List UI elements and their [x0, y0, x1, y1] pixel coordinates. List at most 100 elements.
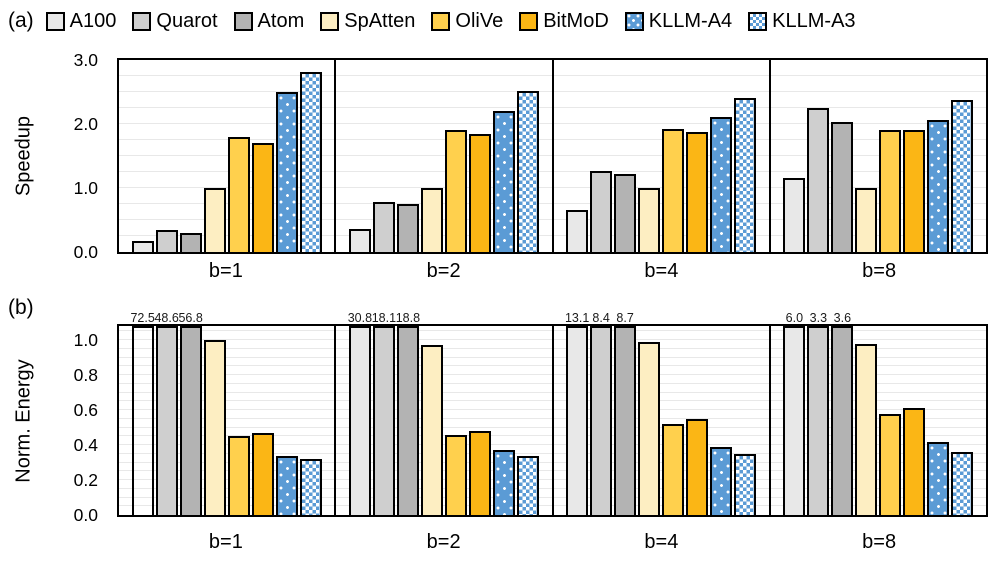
gridline — [770, 235, 986, 236]
legend: (a) A100 Quarot Atom SpAtten OliVe BitMoD KLLM… — [8, 6, 856, 36]
bar-group — [336, 91, 551, 252]
gridline — [770, 409, 986, 410]
y-tick-label: 3.0 — [73, 50, 98, 70]
gridline — [336, 139, 552, 140]
gridline — [119, 417, 335, 419]
chart-panel-b=1 — [117, 58, 337, 254]
gridline — [119, 409, 335, 410]
bar-kllm-a3 — [734, 453, 757, 515]
bar-quarot: 48.6 — [154, 311, 179, 515]
legend-swatch-icon — [431, 11, 451, 31]
gridline — [119, 123, 335, 124]
y-tick-label: 0.4 — [73, 435, 98, 455]
gridline — [770, 75, 986, 76]
speedup-plot-area — [117, 58, 988, 254]
legend-item-spatten: SpAtten — [320, 10, 415, 33]
panel-a-label: (a) — [8, 9, 34, 32]
bar-bitmod — [468, 431, 491, 515]
bar-quarot: 3.3 — [807, 311, 830, 515]
gridline — [336, 339, 552, 340]
chart-panel-b=4 — [551, 58, 771, 254]
gridline — [770, 203, 986, 204]
gridline — [336, 426, 552, 428]
gridline — [119, 330, 335, 332]
y-tick-label: 1.0 — [73, 178, 98, 198]
gridline — [119, 339, 335, 340]
bar-quarot: 18.1 — [372, 311, 396, 515]
bar-quarot — [807, 108, 830, 252]
bar-atom: 3.6 — [831, 311, 854, 515]
bar-kllm-a3 — [299, 72, 322, 252]
legend-label: KLLM-A4 — [648, 9, 733, 32]
gridline — [336, 107, 552, 108]
gridline — [770, 382, 986, 384]
bar-bitmod — [686, 132, 709, 252]
gridline — [119, 479, 335, 480]
bar-a100: 30.8 — [348, 311, 372, 515]
bar-group: 72.5 48.6 56.8 — [119, 311, 334, 515]
bar-olive — [662, 424, 685, 515]
group-label: b=4 — [644, 260, 679, 282]
offscale-value-label: 8.7 — [616, 311, 634, 325]
gridline — [119, 107, 335, 108]
bar-bitmod — [903, 130, 926, 252]
bar-kllm-a3 — [951, 452, 974, 515]
gridline — [119, 470, 335, 472]
bar-bitmod — [686, 418, 709, 515]
gridline — [553, 452, 769, 454]
gridline — [553, 365, 769, 367]
gridline — [553, 382, 769, 384]
bar-olive — [227, 436, 250, 515]
group-label: b=4 — [644, 531, 679, 553]
bar-atom: 56.8 — [178, 311, 203, 515]
bar-spatten — [420, 188, 443, 252]
gridline — [119, 444, 335, 445]
gridline — [553, 479, 769, 480]
gridline — [119, 91, 335, 92]
gridline — [553, 391, 769, 393]
chart-panel-b=8 — [768, 58, 988, 254]
gridline — [119, 219, 335, 220]
offscale-value-label: 3.6 — [833, 311, 852, 325]
bar-kllm-a4 — [492, 111, 515, 252]
bar-group — [119, 72, 334, 252]
bar-kllm-a3 — [516, 91, 539, 252]
bar-group: 30.8 18.1 18.8 — [336, 311, 551, 515]
gridline — [553, 235, 769, 236]
gridline — [553, 409, 769, 410]
bar-kllm-a4 — [492, 450, 515, 515]
gridline — [119, 435, 335, 437]
offscale-value-label: 48.6 — [154, 311, 179, 325]
bar-quarot — [372, 202, 395, 252]
gridline — [336, 219, 552, 220]
gridline — [119, 75, 335, 76]
gridline — [770, 347, 986, 349]
gridline — [336, 444, 552, 445]
bar-olive — [227, 136, 250, 252]
gridline — [119, 347, 335, 349]
legend-swatch-icon — [624, 11, 644, 31]
gridline — [553, 470, 769, 472]
bar-spatten — [420, 345, 443, 515]
gridline — [770, 461, 986, 463]
bar-spatten — [203, 340, 226, 515]
gridline — [336, 470, 552, 472]
gridline — [336, 496, 552, 498]
bar-atom — [614, 173, 637, 252]
bar-kllm-a4 — [275, 92, 298, 252]
offscale-value-label: 13.1 — [564, 311, 590, 325]
gridline — [770, 107, 986, 108]
gridline — [553, 356, 769, 358]
bar-atom — [831, 122, 854, 252]
gridline — [553, 187, 769, 188]
offscale-value-label: 8.4 — [592, 311, 610, 325]
gridline — [553, 487, 769, 489]
legend-item-bitmod: BitMoD — [519, 10, 609, 33]
gridline — [770, 339, 986, 340]
speedup-y-axis: 0.0 1.0 2.0 3.0 — [0, 50, 104, 262]
gridline — [553, 330, 769, 332]
bar-atom — [179, 232, 202, 252]
gridline — [336, 123, 552, 124]
gridline — [770, 400, 986, 402]
gridline — [770, 356, 986, 358]
